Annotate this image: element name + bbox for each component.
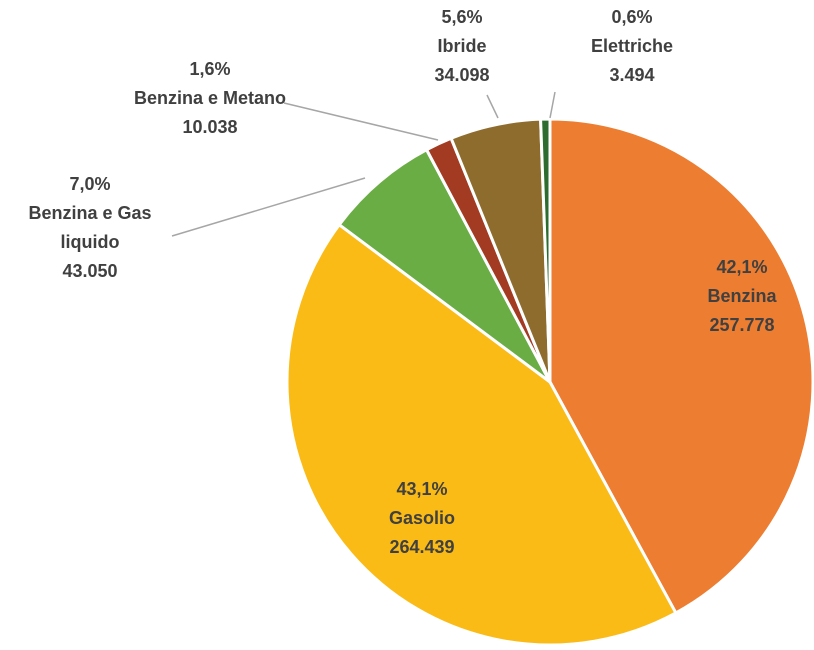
data-label: 43,1% Gasolio 264.439 <box>362 475 482 562</box>
pie-slice <box>337 148 552 384</box>
pie-slice <box>539 117 552 384</box>
category-label: Elettriche <box>590 36 674 56</box>
percent-label: 0,6% <box>611 7 653 27</box>
value-label: 257.778 <box>709 315 775 335</box>
leader-line <box>171 177 366 237</box>
leader-line <box>283 102 439 141</box>
category-label: Benzina e Gas liquido <box>28 203 152 252</box>
value-label: 3.494 <box>609 65 655 85</box>
category-label: Benzina e Metano <box>133 88 287 108</box>
value-label: 43.050 <box>62 261 118 281</box>
data-label: 0,6% Elettriche 3.494 <box>572 3 692 90</box>
data-label: 5,6% Ibride 34.098 <box>402 3 522 90</box>
data-label: 7,0% Benzina e Gas liquido 43.050 <box>10 170 170 286</box>
pie-slice <box>285 223 678 647</box>
leader-line <box>486 94 499 119</box>
category-label: Benzina <box>707 286 777 306</box>
percent-label: 7,0% <box>69 174 111 194</box>
percent-label: 43,1% <box>396 479 448 499</box>
value-label: 264.439 <box>389 537 455 557</box>
leader-line <box>549 91 556 119</box>
percent-label: 42,1% <box>716 257 768 277</box>
value-label: 10.038 <box>182 117 238 137</box>
data-label: 42,1% Benzina 257.778 <box>682 253 802 340</box>
category-label: Gasolio <box>388 508 455 528</box>
data-label: 1,6% Benzina e Metano 10.038 <box>110 55 310 142</box>
percent-label: 1,6% <box>189 59 231 79</box>
pie-slice <box>548 117 814 615</box>
percent-label: 5,6% <box>441 7 483 27</box>
value-label: 34.098 <box>434 65 490 85</box>
category-label: Ibride <box>437 36 487 56</box>
